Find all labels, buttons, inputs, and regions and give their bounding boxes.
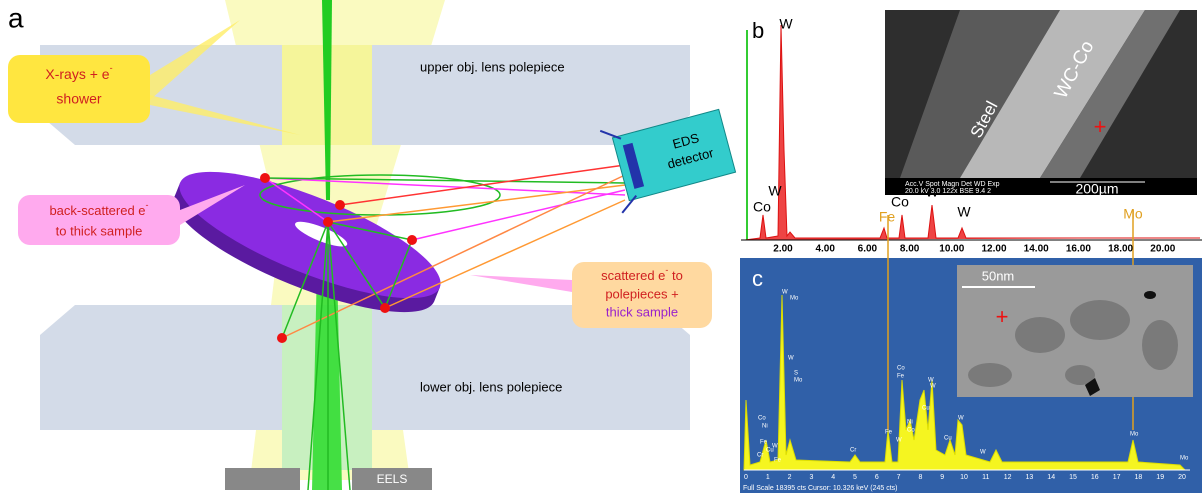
x-tick-label: 19: [1156, 474, 1164, 481]
peak-label: Fe: [774, 458, 782, 464]
text: X-rays + e: [45, 66, 109, 82]
text: -: [110, 63, 113, 73]
text: back-scattered e: [49, 203, 145, 218]
x-tick-label: 7: [897, 474, 901, 481]
x-tick-label: 3: [809, 474, 813, 481]
x-tick-label: 13: [1026, 474, 1034, 481]
peak-label: S: [794, 371, 798, 377]
x-tick-label: 4: [831, 474, 835, 481]
xray-box-text: X-rays + e-: [45, 63, 112, 81]
scatter-text: thick sample: [606, 304, 678, 319]
x-tick-label: 14.00: [1024, 244, 1049, 255]
panel-a: EDS detector EELS a upper obj. lens pole…: [8, 0, 738, 490]
peak-label: Co: [907, 428, 915, 434]
x-tick-label: 20.00: [1150, 244, 1175, 255]
peak-label: W: [779, 16, 793, 32]
scale-label: 50nm: [982, 268, 1015, 283]
peak-label: Mo: [790, 296, 799, 302]
peak-label: Fe: [760, 440, 768, 446]
eels-slit-left: [225, 468, 300, 490]
info: 20.0 kV 3.0 122x BSE 9.4 2: [905, 188, 991, 195]
backscatter-text: to thick sample: [56, 223, 143, 238]
x-tick-label: 18.00: [1108, 244, 1133, 255]
peak-label: Ni: [907, 420, 913, 426]
peak-label: Mo: [1123, 206, 1143, 222]
peak-label: Mo: [1130, 432, 1139, 438]
peak-label: Co: [753, 199, 771, 215]
x-tick-label: 9: [940, 474, 944, 481]
eels-label: EELS: [377, 472, 408, 486]
peak-label: W: [896, 438, 902, 444]
x-tick-label: 5: [853, 474, 857, 481]
x-tick-label: 2: [788, 474, 792, 481]
peak-label: Ni: [762, 424, 768, 430]
marker-cross: +: [1094, 114, 1107, 139]
text: to: [668, 268, 682, 283]
scatter-text: polepieces +: [605, 286, 678, 301]
peak-label: Fe: [885, 430, 893, 436]
peak-label: Fe: [897, 374, 905, 380]
x-tick-label: 1: [766, 474, 770, 481]
panel-label: b: [752, 18, 764, 43]
x-tick-label: 2.00: [773, 244, 793, 255]
peak-label: W: [930, 384, 936, 390]
xray-box-text: shower: [56, 91, 101, 107]
peak-label: Co: [891, 194, 909, 210]
peak-label: Co: [897, 366, 905, 372]
x-tick-label: 4.00: [815, 244, 835, 255]
peak-label: Cu: [944, 436, 952, 442]
x-tick-label: 16.00: [1066, 244, 1091, 255]
text: scattered e: [601, 268, 665, 283]
peak-label: W: [957, 204, 971, 220]
x-tick-label: 12: [1004, 474, 1012, 481]
peak-label: W: [772, 444, 778, 450]
peak-label: Co: [758, 416, 766, 422]
marker-cross: +: [996, 304, 1009, 329]
peak-label: Fe: [879, 209, 896, 225]
polepiece-label: lower obj. lens polepiece: [420, 379, 562, 394]
x-tick-label: 11: [982, 474, 989, 481]
x-tick-label: 20: [1178, 474, 1186, 481]
panel-label: c: [752, 266, 763, 291]
peak-label: W: [980, 450, 986, 456]
peak-label: W: [958, 416, 964, 422]
figure: EDS detector EELS a upper obj. lens pole…: [0, 0, 1202, 493]
x-tick-label: 6: [875, 474, 879, 481]
polepiece-label: upper obj. lens polepiece: [420, 59, 565, 74]
backscatter-text: back-scattered e-: [49, 200, 148, 218]
x-tick-label: 6.00: [858, 244, 878, 255]
peak-label: Mo: [1180, 456, 1189, 462]
peak-label: Cr: [757, 453, 763, 459]
void: [1144, 291, 1156, 299]
panel-label: a: [8, 2, 24, 33]
x-tick-label: 8: [918, 474, 922, 481]
x-tick-label: 0: [744, 474, 748, 481]
peak-label: Cr: [850, 448, 856, 454]
footer: Full Scale 18395 cts Cursor: 10.326 keV …: [743, 485, 897, 492]
x-tick-label: 14: [1047, 474, 1055, 481]
peak-label: W: [782, 290, 788, 296]
x-tick-label: 18: [1135, 474, 1143, 481]
lower-polepiece-left: [40, 305, 282, 430]
peak-label: W: [788, 356, 794, 362]
peak-label: Cu: [922, 406, 930, 412]
x-tick-label: 10.00: [939, 244, 964, 255]
info: Acc.V Spot Magn Det WD Exp: [905, 181, 1000, 188]
peak-label: Mo: [794, 378, 803, 384]
x-tick-label: 17: [1113, 474, 1121, 481]
x-tick-label: 15: [1069, 474, 1077, 481]
peak-label: W: [768, 183, 782, 199]
scale-label: 200µm: [1075, 181, 1118, 197]
x-tick-label: 12.00: [981, 244, 1006, 255]
text: -: [146, 200, 149, 210]
x-tick-label: 10: [960, 474, 968, 481]
x-ticks: 2.00 4.00 6.00 8.00 10.00 12.00 14.00 16.00 18.0…: [773, 244, 1202, 255]
scatter-text: scattered e- to: [601, 265, 683, 283]
x-tick-label: 16: [1091, 474, 1099, 481]
x-tick-label: 8.00: [900, 244, 920, 255]
callout: [470, 275, 572, 292]
